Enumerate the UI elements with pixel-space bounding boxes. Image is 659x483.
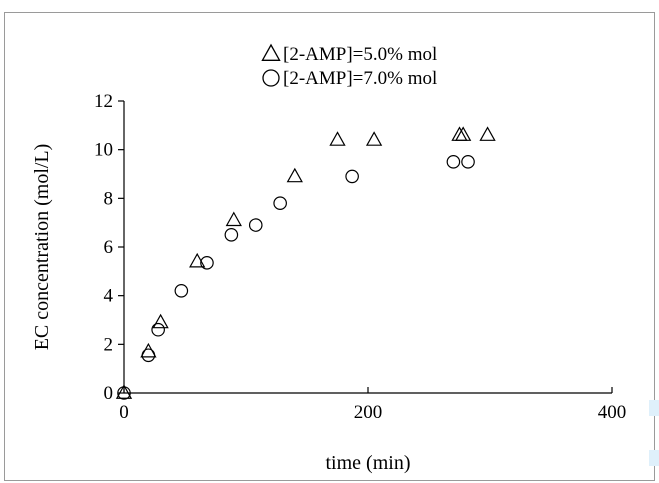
data-point-triangle	[115, 384, 133, 399]
legend-circle-marker	[262, 69, 280, 87]
y-tick-label: 2	[104, 334, 114, 355]
data-point-triangle	[152, 313, 169, 329]
data-point-triangle	[140, 342, 157, 358]
y-tick-label: 10	[94, 140, 113, 161]
data-point-triangle	[479, 126, 496, 141]
data-point-circle	[345, 169, 359, 184]
x-tick-label: 0	[119, 402, 129, 423]
data-point-triangle	[189, 252, 206, 268]
data-point-circle	[174, 283, 189, 298]
chart-frame	[4, 12, 655, 481]
edge-decoration	[649, 400, 659, 416]
x-tick-label: 200	[354, 402, 383, 423]
y-tick-label: 12	[94, 91, 113, 112]
data-point-triangle	[225, 211, 242, 227]
data-point-circle	[461, 155, 475, 169]
data-point-circle	[151, 322, 165, 337]
x-tick-label: 400	[598, 402, 627, 423]
legend: [2-AMP]=5.0% mol [2-AMP]=7.0% mol	[261, 43, 437, 89]
legend-triangle-marker	[261, 43, 281, 61]
data-point-circle	[141, 348, 156, 363]
axes	[118, 100, 613, 394]
edge-decoration	[649, 450, 659, 466]
y-tick-label: 8	[104, 188, 114, 209]
data-point-circle	[273, 196, 287, 210]
data-point-triangle	[455, 126, 472, 141]
legend-label-series-2: [2-AMP]=7.0% mol	[283, 68, 437, 89]
y-tick-label: 4	[104, 286, 114, 307]
y-tick-label: 0	[104, 383, 114, 404]
data-point-triangle	[329, 131, 346, 146]
tick-labels: 0 2 4 6 8 10 12 0 200 400	[94, 91, 626, 423]
data-points	[115, 126, 496, 400]
x-axis-label: time (min)	[326, 452, 411, 474]
data-point-circle	[446, 155, 461, 169]
data-point-triangle	[286, 167, 303, 183]
data-point-circle	[224, 228, 239, 242]
legend-label-series-1: [2-AMP]=5.0% mol	[283, 44, 437, 65]
data-point-circle	[117, 386, 131, 400]
data-point-circle	[200, 256, 214, 270]
data-point-circle	[248, 218, 263, 232]
data-point-triangle	[365, 131, 383, 146]
y-axis-label: EC concentration (mol/L)	[31, 144, 53, 351]
y-tick-label: 6	[104, 237, 114, 258]
